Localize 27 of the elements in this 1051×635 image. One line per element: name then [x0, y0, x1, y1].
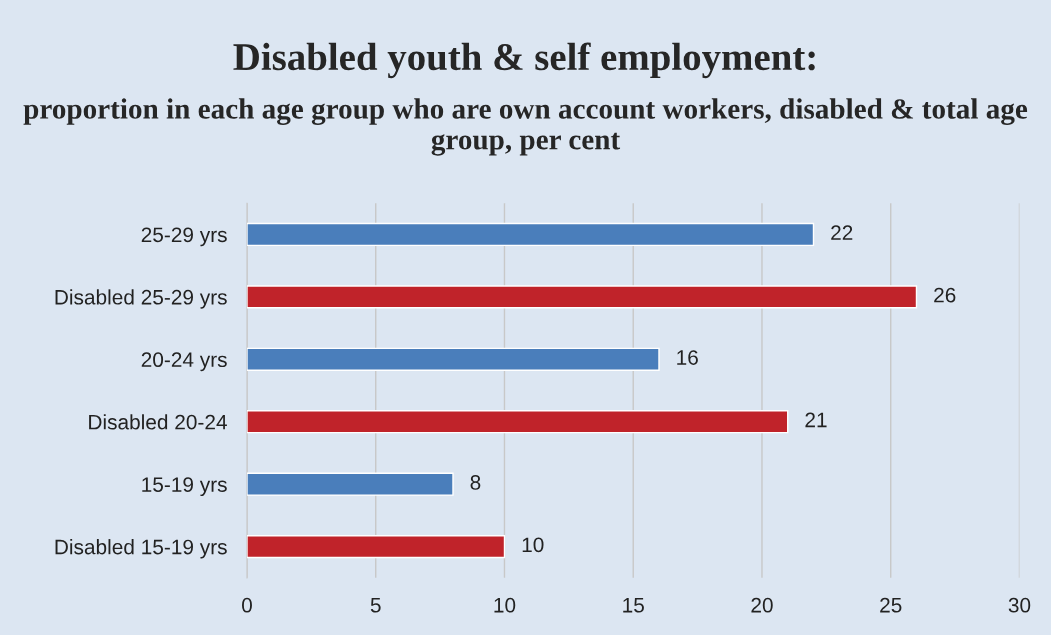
- y-tick-label: 15-19 yrs: [142, 477, 227, 497]
- chart-subtitle: proportion in each age group who are own account workers, disabled & total age group, per cent: [23, 98, 1028, 156]
- x-tick-label: 0: [242, 597, 252, 613]
- y-tick-label: Disabled 20-24: [89, 414, 227, 430]
- bar: [246, 347, 660, 371]
- x-tick-label: 25: [880, 597, 902, 613]
- bar: [246, 535, 506, 559]
- bar: [246, 222, 815, 247]
- y-tick-label: 20-24 yrs: [141, 352, 227, 372]
- x-tick-label: 5: [370, 598, 381, 613]
- bar: [246, 410, 789, 434]
- data-label: 10: [522, 537, 544, 553]
- data-label: 16: [677, 350, 698, 365]
- bar: [246, 472, 454, 496]
- x-tick-label: 30: [1008, 597, 1031, 613]
- data-label: 21: [805, 412, 827, 428]
- y-tick-label: Disabled 25-29 yrs: [55, 289, 227, 309]
- data-label: 8: [470, 475, 481, 490]
- bar: [246, 285, 918, 309]
- chart-title: Disabled youth & self employment:: [233, 42, 815, 79]
- x-tick-label: 20: [751, 597, 773, 613]
- data-label: 22: [831, 225, 853, 240]
- y-tick-label: Disabled 15-19 yrs: [55, 539, 227, 559]
- data-label: 26: [934, 287, 956, 303]
- x-tick-label: 15: [623, 598, 644, 613]
- y-tick-label: 25-29 yrs: [141, 227, 227, 247]
- x-tick-label: 10: [494, 597, 516, 613]
